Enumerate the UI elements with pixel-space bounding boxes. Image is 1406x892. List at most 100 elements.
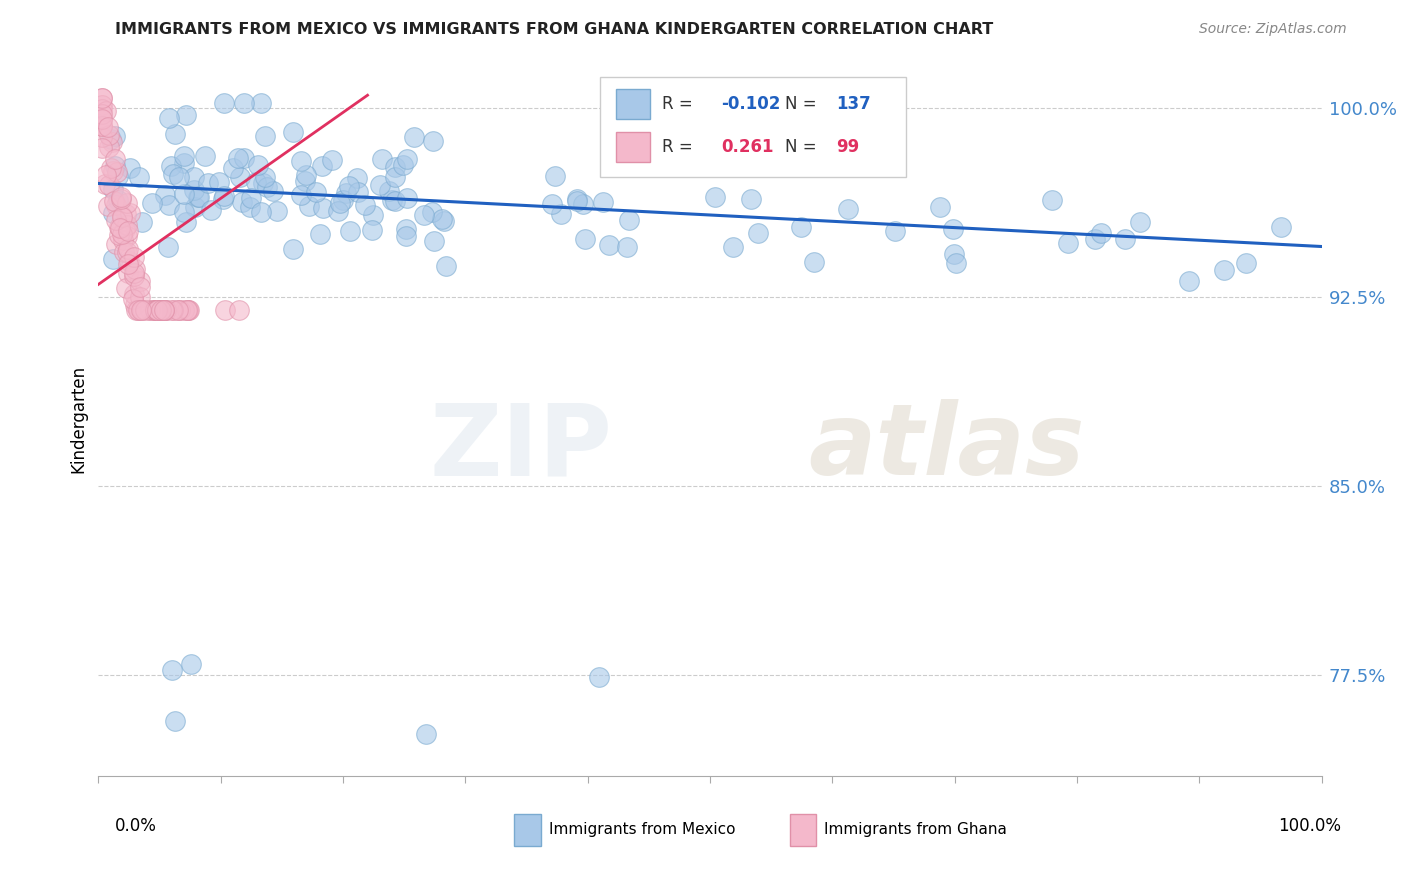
Point bbox=[929, 200, 952, 214]
Point bbox=[108, 221, 131, 235]
Point bbox=[117, 224, 139, 238]
Text: Source: ZipAtlas.com: Source: ZipAtlas.com bbox=[1199, 22, 1347, 37]
Point bbox=[214, 95, 236, 110]
Point bbox=[312, 201, 335, 215]
Point bbox=[114, 280, 136, 294]
Point bbox=[339, 179, 361, 194]
Point bbox=[103, 194, 125, 208]
Point bbox=[160, 664, 183, 678]
Point bbox=[129, 302, 152, 317]
Point bbox=[111, 210, 134, 224]
Point bbox=[942, 222, 965, 236]
Point bbox=[101, 206, 124, 220]
Point bbox=[107, 193, 129, 207]
Point bbox=[229, 170, 252, 185]
Point bbox=[114, 207, 136, 221]
Point bbox=[97, 140, 120, 154]
Point bbox=[361, 223, 384, 237]
Bar bbox=[616, 132, 650, 161]
Text: 100.0%: 100.0% bbox=[1278, 817, 1341, 835]
Point bbox=[91, 91, 114, 105]
Point bbox=[91, 120, 114, 134]
Point bbox=[107, 169, 129, 184]
Point bbox=[110, 190, 132, 204]
Point bbox=[157, 111, 180, 125]
Point bbox=[384, 194, 406, 209]
Point bbox=[252, 176, 274, 190]
Point bbox=[138, 302, 160, 317]
Point bbox=[395, 229, 418, 244]
Point bbox=[290, 153, 312, 168]
Point bbox=[173, 186, 195, 201]
Point bbox=[156, 240, 179, 254]
Point bbox=[111, 227, 134, 241]
Point bbox=[100, 135, 122, 149]
Point bbox=[141, 196, 163, 211]
Point bbox=[305, 185, 328, 199]
Point bbox=[118, 253, 141, 268]
Point bbox=[101, 252, 124, 267]
Point bbox=[174, 108, 197, 122]
Point bbox=[1090, 226, 1112, 240]
Point bbox=[231, 195, 253, 210]
Point bbox=[434, 260, 457, 274]
Point bbox=[194, 149, 217, 163]
Point bbox=[543, 169, 565, 183]
Point bbox=[117, 218, 139, 232]
Point bbox=[152, 302, 174, 317]
Point bbox=[165, 714, 187, 728]
Point bbox=[246, 158, 269, 172]
Point bbox=[122, 250, 145, 264]
Point bbox=[565, 194, 588, 209]
Point bbox=[107, 228, 129, 243]
Point bbox=[1057, 236, 1080, 251]
Point bbox=[155, 302, 177, 317]
Point bbox=[110, 192, 132, 206]
Point bbox=[152, 302, 174, 317]
Point bbox=[143, 302, 166, 317]
Point bbox=[120, 161, 142, 176]
Point bbox=[117, 258, 139, 272]
Point bbox=[378, 184, 401, 198]
Point bbox=[311, 160, 333, 174]
Point bbox=[111, 220, 134, 235]
Point bbox=[177, 302, 200, 317]
Text: N =: N = bbox=[785, 137, 821, 155]
Point bbox=[153, 188, 176, 202]
Point bbox=[240, 191, 263, 205]
Point bbox=[432, 212, 454, 227]
Point bbox=[354, 197, 377, 211]
Point bbox=[112, 244, 135, 259]
Point bbox=[803, 255, 825, 269]
Point bbox=[254, 129, 277, 144]
Point bbox=[415, 726, 437, 740]
Point bbox=[233, 151, 256, 165]
Text: ZIP: ZIP bbox=[429, 400, 612, 496]
Point bbox=[173, 155, 195, 169]
Point bbox=[131, 302, 153, 317]
Text: N =: N = bbox=[785, 95, 821, 112]
Point bbox=[128, 170, 150, 185]
Point bbox=[208, 175, 231, 189]
Point bbox=[149, 302, 172, 317]
Point bbox=[332, 193, 354, 207]
Point bbox=[571, 197, 593, 211]
Point bbox=[281, 243, 304, 257]
Point bbox=[617, 212, 640, 227]
Point bbox=[91, 140, 114, 154]
Point bbox=[789, 219, 811, 234]
Text: atlas: atlas bbox=[808, 400, 1084, 496]
Point bbox=[143, 302, 166, 317]
Point bbox=[550, 207, 572, 221]
Point bbox=[97, 199, 120, 213]
Point bbox=[363, 208, 385, 222]
Point bbox=[339, 224, 361, 238]
Point bbox=[249, 95, 271, 110]
Point bbox=[131, 215, 153, 229]
Point bbox=[567, 193, 589, 207]
Point bbox=[262, 184, 284, 198]
Point bbox=[155, 302, 177, 317]
Point bbox=[592, 195, 614, 210]
Point bbox=[266, 204, 288, 219]
Point bbox=[433, 213, 456, 227]
